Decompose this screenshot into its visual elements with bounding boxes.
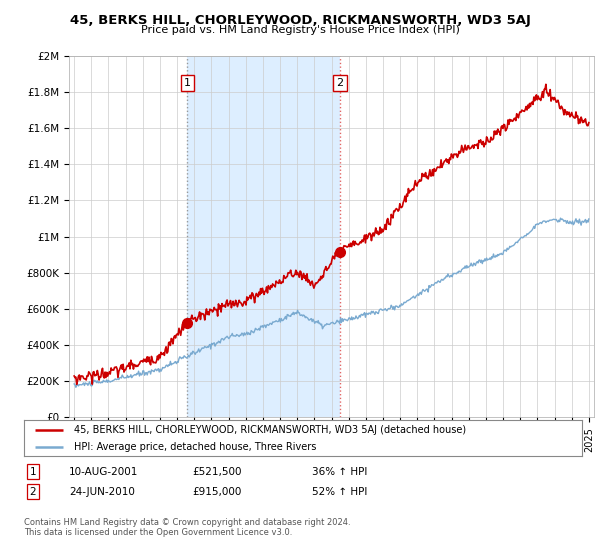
Text: 2: 2 — [337, 78, 344, 88]
Text: 36% ↑ HPI: 36% ↑ HPI — [312, 466, 367, 477]
Text: 2: 2 — [29, 487, 37, 497]
Text: 45, BERKS HILL, CHORLEYWOOD, RICKMANSWORTH, WD3 5AJ (detached house): 45, BERKS HILL, CHORLEYWOOD, RICKMANSWOR… — [74, 425, 466, 435]
Text: £915,000: £915,000 — [192, 487, 241, 497]
Text: Price paid vs. HM Land Registry's House Price Index (HPI): Price paid vs. HM Land Registry's House … — [140, 25, 460, 35]
Text: £521,500: £521,500 — [192, 466, 241, 477]
Text: 1: 1 — [29, 466, 37, 477]
Text: 24-JUN-2010: 24-JUN-2010 — [69, 487, 135, 497]
Text: 52% ↑ HPI: 52% ↑ HPI — [312, 487, 367, 497]
Text: Contains HM Land Registry data © Crown copyright and database right 2024.
This d: Contains HM Land Registry data © Crown c… — [24, 518, 350, 538]
Text: 1: 1 — [184, 78, 191, 88]
Text: 45, BERKS HILL, CHORLEYWOOD, RICKMANSWORTH, WD3 5AJ: 45, BERKS HILL, CHORLEYWOOD, RICKMANSWOR… — [70, 14, 530, 27]
Text: HPI: Average price, detached house, Three Rivers: HPI: Average price, detached house, Thre… — [74, 442, 317, 451]
Text: 10-AUG-2001: 10-AUG-2001 — [69, 466, 139, 477]
Bar — [187, 56, 340, 417]
